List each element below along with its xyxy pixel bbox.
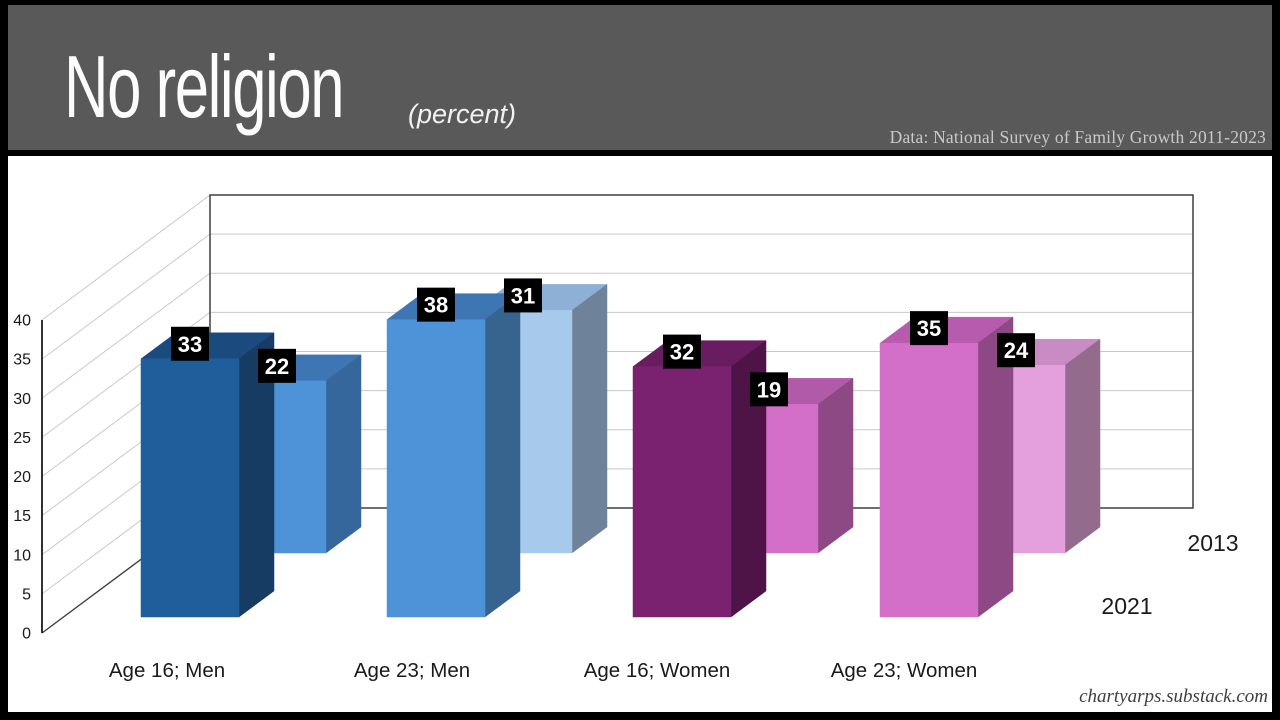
bar-age-16-men-2021	[140, 332, 275, 618]
y-tick-label: 5	[22, 586, 31, 603]
y-tick-label: 25	[13, 430, 31, 447]
bar-side-face	[571, 283, 608, 554]
wall-gridline	[41, 233, 211, 360]
value-label-age-16-women-2021: 32	[663, 334, 701, 369]
bar-side-face	[325, 354, 362, 554]
category-label-age-16-women: Age 16; Women	[584, 659, 731, 682]
y-tick-label: 10	[13, 547, 31, 564]
value-label-box	[171, 326, 209, 361]
value-label: 19	[757, 377, 781, 402]
value-label: 32	[670, 340, 694, 365]
chart-title: No religion	[64, 37, 344, 136]
bar-front-face	[879, 342, 979, 618]
bar-side-face	[1064, 338, 1101, 554]
value-label: 22	[265, 354, 289, 379]
value-label-age-16-women-2013: 19	[750, 372, 788, 407]
value-label: 33	[178, 332, 202, 357]
bar-front-face	[632, 366, 732, 618]
bar-side-face	[817, 377, 854, 554]
chart-subtitle: (percent)	[408, 99, 517, 129]
value-label-age-23-women-2021: 35	[910, 311, 948, 346]
value-label: 31	[511, 283, 535, 308]
value-label-age-16-men-2021: 33	[171, 326, 209, 361]
category-label-age-16-men: Age 16; Men	[109, 659, 225, 682]
y-tick-label: 0	[22, 626, 31, 643]
credit-link[interactable]: chartyarps.substack.com	[1079, 686, 1268, 707]
value-label-box	[417, 287, 455, 322]
bar-age-16-women-2021	[632, 340, 767, 618]
wall-gridline	[41, 194, 211, 321]
y-tick-label: 20	[13, 469, 31, 486]
value-label-box	[910, 311, 948, 346]
value-label-age-23-women-2013: 24	[997, 333, 1035, 368]
series-label-2021: 2021	[1101, 593, 1152, 619]
bar-age-23-women-2021	[879, 316, 1014, 618]
y-tick-label: 30	[13, 391, 31, 408]
bar-front-face	[140, 358, 240, 618]
y-tick-label: 40	[13, 313, 31, 330]
y-tick-label: 15	[13, 508, 31, 525]
value-label: 24	[1004, 338, 1029, 363]
bar-side-face	[484, 293, 521, 618]
bar-age-23-men-2021	[386, 293, 521, 618]
value-label-box	[997, 333, 1035, 368]
value-label-age-23-men-2021: 38	[417, 287, 455, 322]
value-label: 38	[424, 293, 448, 318]
value-label-box	[750, 372, 788, 407]
value-label-box	[258, 348, 296, 383]
y-tick-label: 35	[13, 352, 31, 369]
series-label-2013: 2013	[1187, 530, 1238, 556]
value-label-age-23-men-2013: 31	[504, 278, 542, 313]
category-label-age-23-men: Age 23; Men	[354, 659, 470, 682]
value-label-box	[663, 334, 701, 369]
data-source-note: Data: National Survey of Family Growth 2…	[889, 127, 1266, 147]
wall-gridline	[41, 272, 211, 399]
category-label-age-23-women: Age 23; Women	[831, 659, 978, 682]
value-label-age-16-men-2013: 22	[258, 348, 296, 383]
bar-front-face	[386, 319, 486, 618]
value-label: 35	[917, 316, 941, 341]
header: No religion (percent) Data: National Sur…	[8, 5, 1272, 150]
value-label-box	[504, 278, 542, 313]
